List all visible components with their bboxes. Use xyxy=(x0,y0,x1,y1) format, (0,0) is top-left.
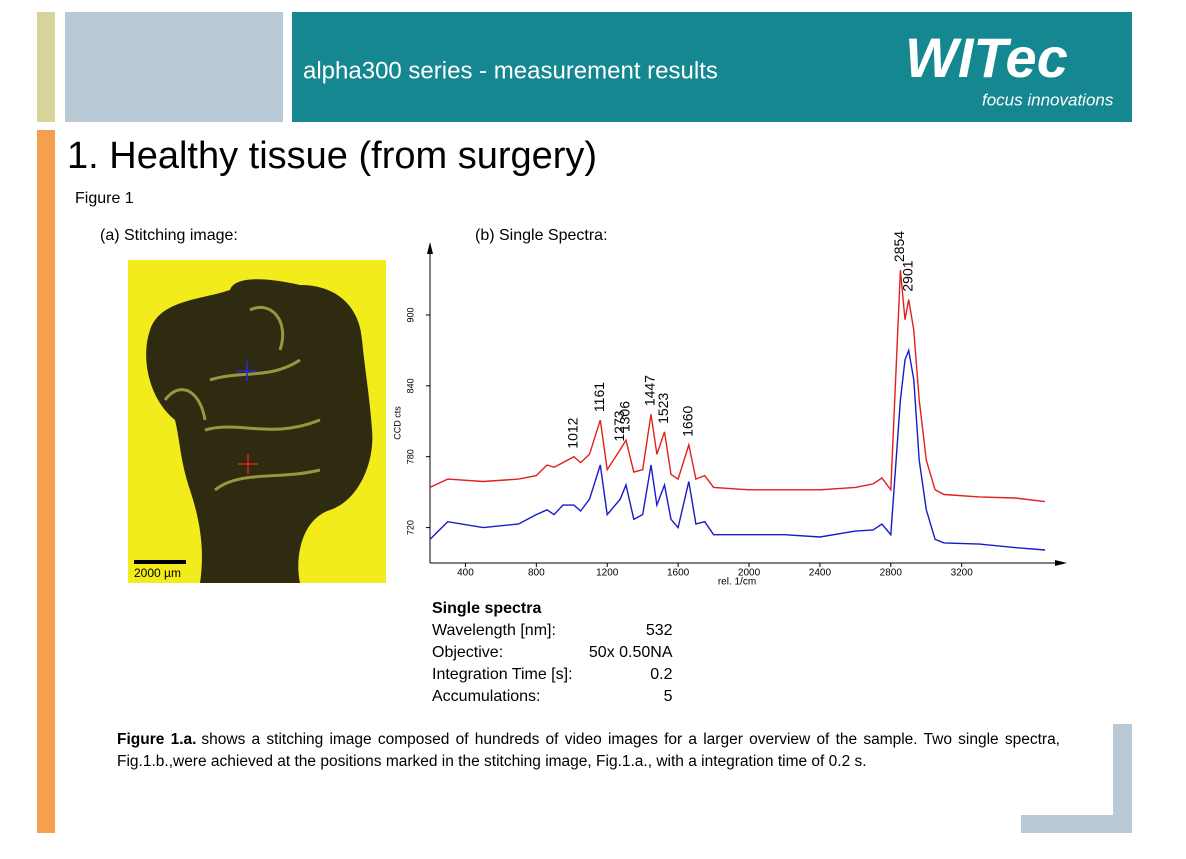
section-title: 1. Healthy tissue (from surgery) xyxy=(67,135,597,177)
tissue xyxy=(146,279,373,583)
logo-tagline: focus innovations xyxy=(982,90,1114,109)
table-label: Objective: xyxy=(432,644,504,661)
table-value: 5 xyxy=(663,688,673,705)
spectrum-line xyxy=(429,270,1046,503)
tissue-structure xyxy=(163,305,321,492)
position-marker xyxy=(238,454,258,474)
table-label: Integration Time [s]: xyxy=(432,666,573,683)
scale-bar xyxy=(134,560,186,564)
y-axis-label: CCD cts xyxy=(392,406,402,440)
y-tick-label: 900 xyxy=(405,307,415,322)
peak-label: 1273 xyxy=(611,410,627,441)
table-value: 50x 0.50NA xyxy=(588,644,673,661)
table-title: Single spectra xyxy=(432,600,542,617)
table-row: Accumulations: 5 xyxy=(432,686,673,708)
y-tick-label: 840 xyxy=(405,378,415,393)
header-bar xyxy=(292,12,1132,122)
x-tick-label: 2800 xyxy=(880,568,903,579)
spectrum-line xyxy=(429,347,1046,551)
table-value: 0.2 xyxy=(650,666,673,683)
peak-label: 2901 xyxy=(899,260,915,291)
x-tick-label: 800 xyxy=(528,568,545,579)
spectrum-chart: 400 800 1200 1600 2000 2400 2800 3200 720 780 840 9… xyxy=(392,231,1067,588)
side-bar xyxy=(37,130,55,833)
corner-mark xyxy=(1113,724,1132,833)
peak-label: 1523 xyxy=(655,393,671,424)
table-label: Accumulations: xyxy=(432,688,541,705)
peak-label: 1306 xyxy=(617,401,633,432)
settings-table: Single spectra Wavelength [nm]: 532 Object… xyxy=(432,598,673,708)
panel-title: (a) Stitching image: xyxy=(100,227,238,244)
peak-label: 1012 xyxy=(565,417,581,448)
peak-label: 2854 xyxy=(891,231,907,262)
peak-label: 1660 xyxy=(679,406,695,437)
y-tick-label: 720 xyxy=(405,520,415,535)
caption: Figure 1.a. shows a stitching image compo… xyxy=(117,729,1060,773)
x-tick-label: 2000 xyxy=(738,568,761,579)
panel-title: (b) Single Spectra: xyxy=(475,227,608,244)
caption-text: shows a stitching image composed of hund… xyxy=(117,731,1060,770)
figure-label: Figure 1 xyxy=(75,190,134,207)
x-tick-label: 3200 xyxy=(951,568,974,579)
y-tick-label: 780 xyxy=(405,449,415,464)
x-tick-label: 2400 xyxy=(809,568,832,579)
table-row: Integration Time [s]: 0.2 xyxy=(432,664,673,686)
logo: WITec xyxy=(905,26,1068,89)
table-value: 532 xyxy=(645,622,673,639)
position-marker xyxy=(237,361,257,381)
header-accent xyxy=(37,12,55,122)
stitching-image: 2000 µm xyxy=(128,260,386,583)
table-label: Wavelength [nm]: xyxy=(432,622,556,639)
scale-bar-label: 2000 µm xyxy=(134,566,181,580)
peak-label: 1447 xyxy=(642,375,658,406)
caption-lead: Figure 1.a. xyxy=(117,731,197,748)
corner-mark xyxy=(1021,815,1132,833)
table-row: Objective: 50x 0.50NA xyxy=(432,642,673,664)
x-axis-label: rel. 1/cm xyxy=(718,577,756,588)
x-tick-label: 1200 xyxy=(596,568,619,579)
axis-arrow xyxy=(1055,560,1067,566)
table-row: Wavelength [nm]: 532 xyxy=(432,620,673,642)
header-block xyxy=(65,12,283,122)
header-title: alpha300 series - measurement results xyxy=(303,57,718,84)
axis-arrow xyxy=(427,242,433,254)
x-tick-label: 1600 xyxy=(667,568,690,579)
peak-label: 1161 xyxy=(591,382,607,412)
x-tick-label: 400 xyxy=(457,568,474,579)
